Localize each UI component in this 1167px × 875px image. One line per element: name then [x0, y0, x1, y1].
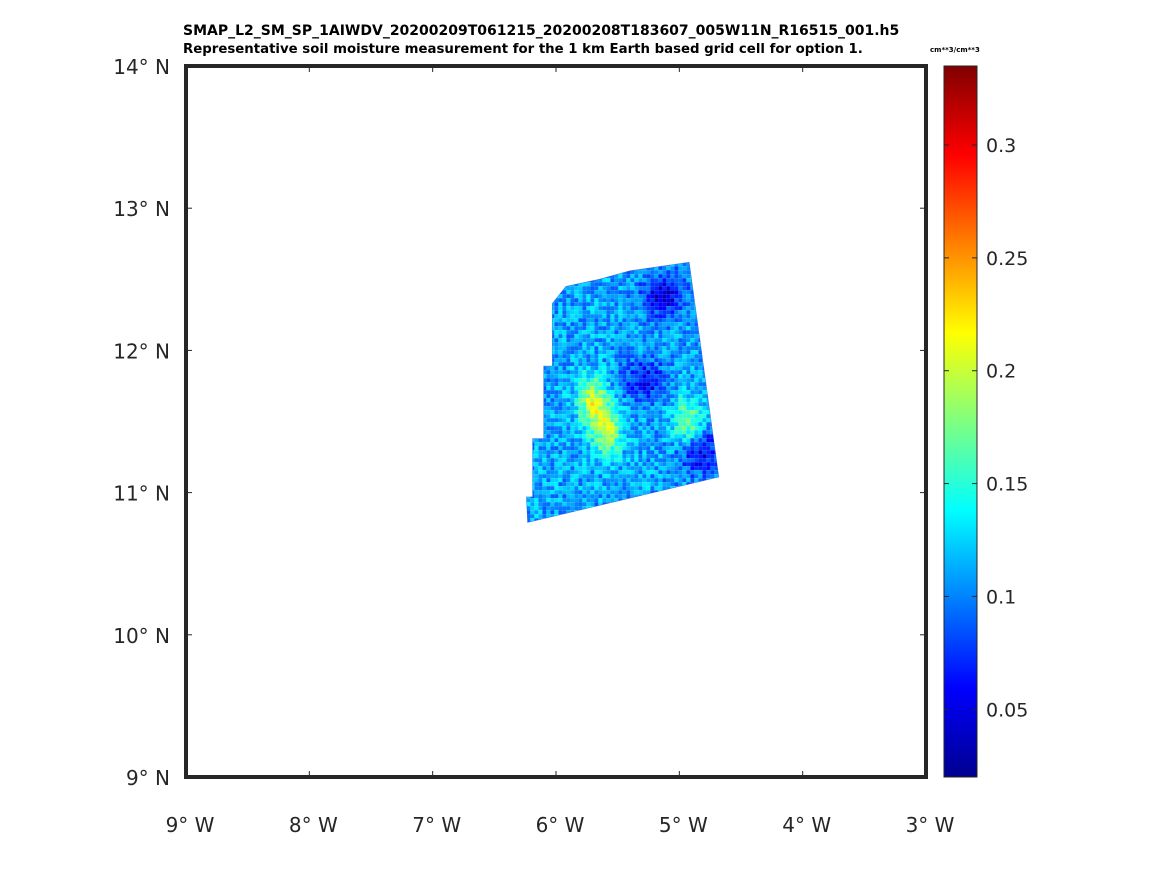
colorbar-units: cm**3/cm**3: [930, 46, 980, 54]
colorbar-tick-label: 0.2: [986, 361, 1016, 383]
lon-tick-label: 6° W: [536, 813, 585, 837]
lon-tick-label: 7° W: [412, 813, 461, 837]
title-line-2: Representative soil moisture measurement…: [183, 42, 863, 57]
title-line-1: SMAP_L2_SM_SP_1AIWDV_20200209T061215_202…: [183, 23, 900, 39]
colorbar-tick-label: 0.1: [986, 586, 1016, 608]
map-layer: 9° W 8° W 7° W 6° W 5° W 4° W 3° W 14° N 13° N 12…: [113, 55, 954, 837]
swath-outline: [526, 261, 720, 523]
lat-tick-label: 11° N: [113, 482, 170, 506]
lon-tick-label: 9° W: [166, 813, 215, 837]
lon-tick-label: 8° W: [289, 813, 338, 837]
colorbar-gradient: [944, 66, 977, 777]
lat-tick-label: 10° N: [113, 624, 170, 648]
colorbar-frame: [943, 65, 978, 778]
colorbar-tick-label: 0.25: [986, 248, 1028, 270]
lon-tick-label: 3° W: [906, 813, 955, 837]
colorbar-tick-label: 0.05: [986, 699, 1028, 721]
lat-tick-label: 12° N: [113, 339, 170, 363]
lat-tick-label: 9° N: [126, 766, 170, 790]
colorbar-tick-label: 0.3: [986, 135, 1016, 157]
colorbar-layer: 0.05 0.1 0.15 0.2 0.25 0.3: [943, 65, 1028, 778]
lat-tick-label: 13° N: [113, 197, 170, 221]
lon-tick-label: 5° W: [659, 813, 708, 837]
lat-tick-label: 14° N: [113, 55, 170, 79]
lon-tick-label: 4° W: [782, 813, 831, 837]
colorbar-tick-label: 0.15: [986, 474, 1028, 496]
